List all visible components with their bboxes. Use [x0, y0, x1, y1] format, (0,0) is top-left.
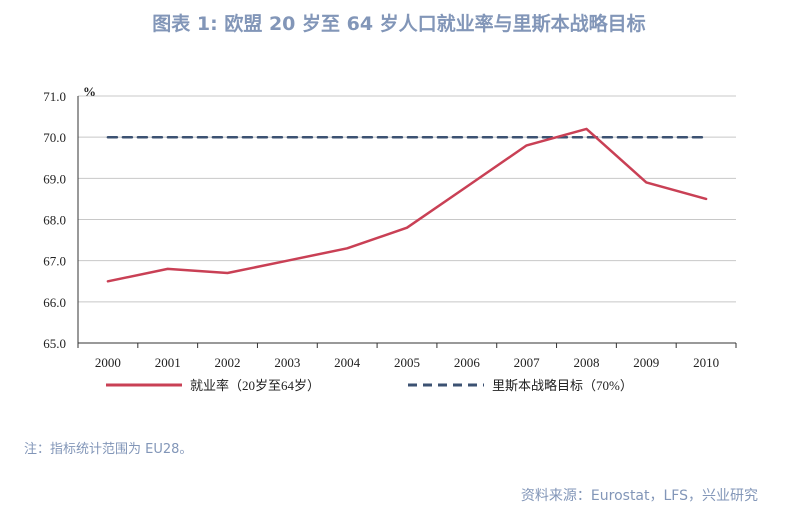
- y-tick-label: 71.0: [43, 89, 66, 104]
- legend-label: 就业率（20岁至64岁）: [190, 378, 320, 393]
- footnote: 注：指标统计范围为 EU28。: [24, 442, 193, 457]
- x-tick-label: 2004: [334, 355, 361, 370]
- y-tick-label: 70.0: [43, 130, 66, 145]
- y-tick-label: 65.0: [43, 336, 66, 351]
- x-tick-label: 2001: [155, 355, 181, 370]
- series-line-employment-rate: [106, 127, 708, 283]
- legend-label: 里斯本战略目标（70%）: [492, 378, 633, 393]
- y-tick-label: 69.0: [43, 171, 66, 186]
- x-tick-label: 2005: [394, 355, 420, 370]
- x-tick-label: 2003: [274, 355, 300, 370]
- x-tick-label: 2007: [514, 355, 541, 370]
- y-unit-label: %: [83, 84, 96, 99]
- x-tick-label: 2006: [454, 355, 481, 370]
- x-tick-label: 2002: [215, 355, 241, 370]
- x-tick-label: 2010: [693, 355, 719, 370]
- x-tick-label: 2008: [573, 355, 599, 370]
- x-tick-label: 2009: [633, 355, 659, 370]
- chart-title: 图表 1: 欧盟 20 岁至 64 岁人口就业率与里斯本战略目标: [152, 13, 646, 35]
- y-tick-label: 66.0: [43, 295, 66, 310]
- x-tick-label: 2000: [95, 355, 121, 370]
- y-tick-label: 68.0: [43, 213, 66, 228]
- y-tick-label: 67.0: [43, 254, 66, 269]
- source-note: 资料来源：Eurostat，LFS，兴业研究: [520, 488, 758, 504]
